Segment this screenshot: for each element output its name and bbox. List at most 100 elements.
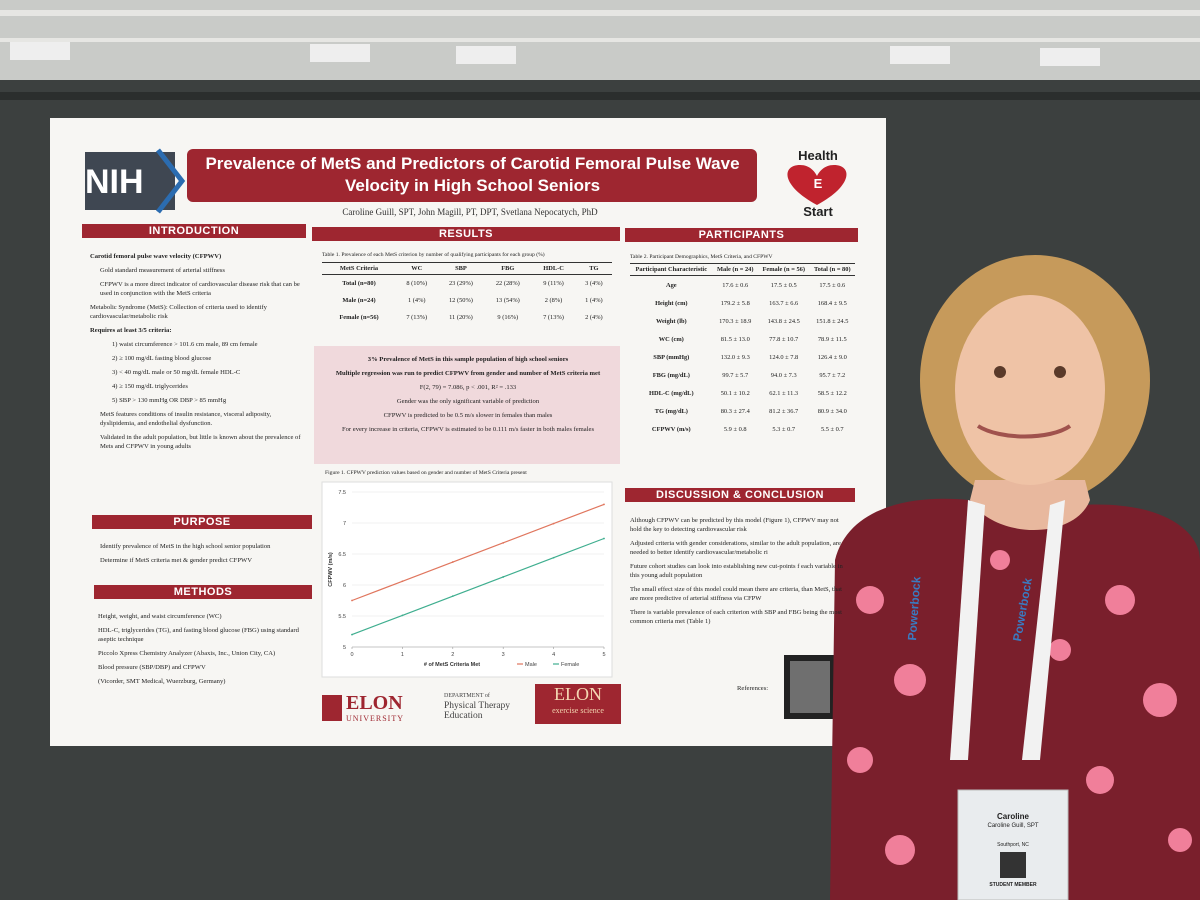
series-line xyxy=(351,537,605,636)
table-cell: 80.9 ± 34.0 xyxy=(817,407,847,415)
y-tick-label: 5.5 xyxy=(338,614,346,620)
start-text: Start xyxy=(803,204,833,219)
nih-logo xyxy=(85,152,175,210)
list-item: Validated in the adult population, but l… xyxy=(100,434,301,450)
table-cell: HDL-C (mg/dL) xyxy=(649,389,694,397)
x-tick-label: 5 xyxy=(602,652,605,658)
column-header: Female (n = 56) xyxy=(757,263,810,276)
list-item: For every increase in criteria, CFPWV is… xyxy=(341,426,595,433)
authors: Caroline Guill, SPT, John Magill, PT, DP… xyxy=(342,207,598,217)
figure-chart: 5 5.5 6 6.5 7 7.5 0 1 2 3 4 5 # of MetS Criteria Met… xyxy=(328,490,606,668)
table-cell: 151.8 ± 24.5 xyxy=(816,317,849,325)
column-header: WC xyxy=(396,262,438,275)
table-cell: CFPWV (m/s) xyxy=(651,425,691,433)
table-cell: 5.3 ± 0.7 xyxy=(772,425,796,433)
board-frame xyxy=(0,92,1200,100)
poster-title: Prevalence of MetS and Predictors of Car… xyxy=(205,154,740,195)
series-point xyxy=(351,633,353,636)
table-cell: FBG (mg/dL) xyxy=(652,371,690,379)
y-tick-label: 7 xyxy=(343,521,346,527)
list-item: Requires at least 3/5 criteria: xyxy=(90,327,172,334)
table-cell: 11 (20%) xyxy=(449,314,473,321)
badge xyxy=(957,789,1069,900)
list-item: (Vicorder, SMT Medical, Wuerzburg, Germa… xyxy=(98,678,226,685)
list-item: Height, weight, and waist circumference … xyxy=(98,613,222,620)
series-point xyxy=(552,522,555,525)
table-wrap: MetS Criteria WC SBP FBG HDL-C TG Total (n=80)… xyxy=(322,262,612,326)
series-point xyxy=(552,556,555,559)
list-item: HDL-C, triglycerides (TG), and fasting b… xyxy=(98,627,299,643)
table-cell: 95.7 ± 7.2 xyxy=(819,371,846,379)
discussion-list: Although CFPWV can be predicted by this … xyxy=(630,516,845,631)
badge-location: Southport, NC xyxy=(997,842,1029,848)
table-row: CFPWV (m/s) 5.9 ± 0.8 5.3 ± 0.7 5.5 ± 0.7 xyxy=(630,420,855,438)
list-item: Carotid femoral pulse wave velocity (CFP… xyxy=(90,253,222,260)
table-row: Age 17.6 ± 0.6 17.5 ± 0.5 17.5 ± 0.6 xyxy=(630,276,855,295)
x-tick-label: 4 xyxy=(552,652,555,658)
table-cell: 3 (4%) xyxy=(585,280,603,287)
data-table: Participant Characteristic Male (n = 24) F… xyxy=(630,263,855,438)
lanyard xyxy=(1022,500,1065,760)
methods-list: Height, weight, and waist circumference … xyxy=(98,612,313,691)
table-cell: 17.5 ± 0.6 xyxy=(819,281,846,289)
series-point xyxy=(502,576,505,578)
series-point xyxy=(451,561,454,563)
table-cell: 170.3 ± 18.9 xyxy=(719,317,752,325)
column-header: Total (n = 80) xyxy=(809,263,855,276)
legend-label: Male xyxy=(525,662,537,668)
series-point xyxy=(401,614,404,617)
table-row: Height (cm) 179.2 ± 5.8 163.7 ± 6.6 168.4 ±… xyxy=(630,294,855,312)
figure-caption: Figure 1. CFPWV prediction values based … xyxy=(325,470,527,476)
table-cell: 5.5 ± 0.7 xyxy=(820,425,844,433)
list-item: Identify prevalence of MetS in the high … xyxy=(100,543,271,550)
column-header: Male (n = 24) xyxy=(712,263,758,276)
nih-chevron xyxy=(156,148,186,214)
health-text: Health xyxy=(798,148,838,163)
table-cell: Age xyxy=(665,281,677,289)
list-item: Future cohort studies can look into esta… xyxy=(630,563,843,579)
table-cell: 81.2 ± 36.7 xyxy=(769,407,799,415)
series-point xyxy=(351,599,353,602)
x-tick-label: 2 xyxy=(451,652,454,658)
table-cell: 80.3 ± 27.4 xyxy=(720,407,750,415)
nih-text: NIH xyxy=(85,163,144,201)
table-cell: 132.0 ± 9.3 xyxy=(720,353,750,361)
list-item: Determine if MetS criteria met & gender … xyxy=(100,557,252,564)
table-cell: 2 (4%) xyxy=(585,314,603,321)
y-tick-label: 6 xyxy=(343,583,346,589)
elon-shield xyxy=(322,695,342,721)
table-cell: 58.5 ± 12.2 xyxy=(817,389,847,397)
table-row: Weight (lb) 170.3 ± 18.9 143.8 ± 24.5 151.8… xyxy=(630,312,855,330)
column-header: FBG xyxy=(484,262,532,275)
badge-member: STUDENT MEMBER xyxy=(989,882,1037,888)
y-tick-label: 6.5 xyxy=(338,552,346,558)
list-item: 1) waist circumference > 101.6 cm male, … xyxy=(112,341,258,348)
list-item: F(2, 79) = 7.086, p < .001, R² = .133 xyxy=(419,384,517,391)
list-item: 5) SBP > 130 mmHg OR DBP > 85 mmHg xyxy=(112,397,227,404)
table-cell: 13 (54%) xyxy=(495,297,520,304)
list-item: 4) ≥ 150 mg/dL triglycerides xyxy=(112,383,188,390)
table-cell: 5.9 ± 0.8 xyxy=(723,425,747,433)
intro-list: Carotid femoral pulse wave velocity (CFP… xyxy=(90,252,305,456)
list-item: 3% Prevalence of MetS in this sample pop… xyxy=(367,356,569,363)
exercise-sub: exercise science xyxy=(552,706,604,715)
data-table: MetS Criteria WC SBP FBG HDL-C TG Total (n=80)… xyxy=(322,262,612,326)
table-cell: 168.4 ± 9.5 xyxy=(817,299,847,307)
vent xyxy=(456,46,516,64)
series-line xyxy=(351,503,605,602)
table-cell: SBP (mmHg) xyxy=(653,353,690,361)
list-item: MetS features conditions of insulin resi… xyxy=(100,411,272,427)
column-header: HDL-C xyxy=(531,262,576,275)
table-cell: 17.5 ± 0.5 xyxy=(770,281,797,289)
list-item: Piccolo Xpress Chemistry Analyzer (Abaxi… xyxy=(98,650,276,657)
table-cell: Weight (lb) xyxy=(655,317,687,325)
smile xyxy=(976,424,1072,439)
list-item: CFPWV is a more direct indicator of card… xyxy=(100,281,300,297)
elon-logo: ELON xyxy=(346,692,403,714)
vent xyxy=(1040,48,1100,66)
column-header: Participant Characteristic xyxy=(630,263,713,276)
x-axis-label: # of MetS Criteria Met xyxy=(424,662,480,668)
face xyxy=(955,295,1105,485)
table-cell: 126.4 ± 9.0 xyxy=(817,353,847,361)
